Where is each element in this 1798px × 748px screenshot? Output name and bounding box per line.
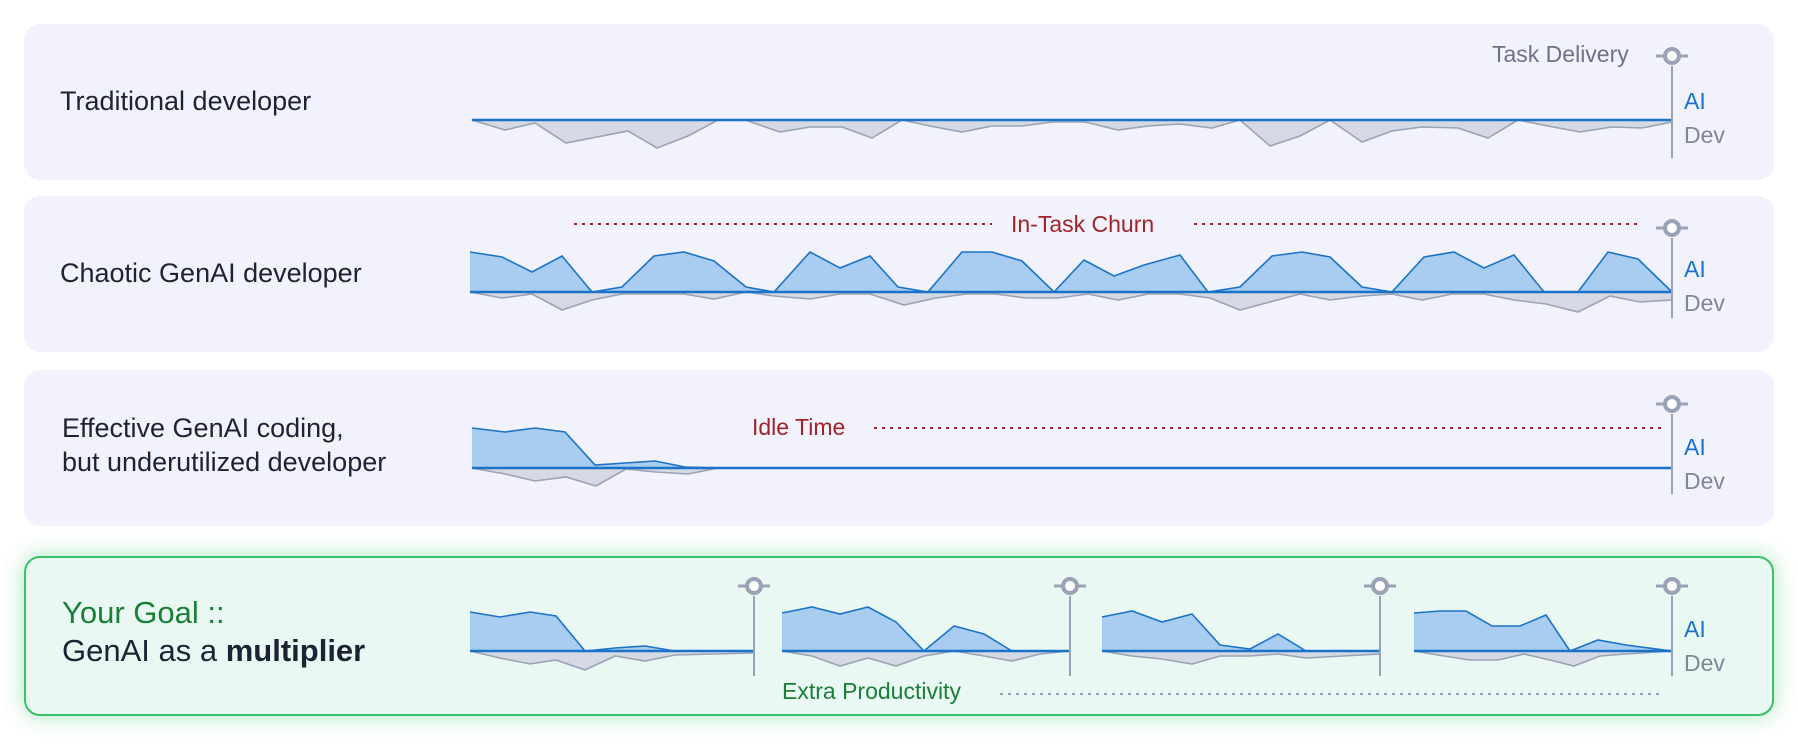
extra-productivity-label: Extra Productivity <box>782 678 961 704</box>
dev-activity-line <box>471 119 1673 149</box>
dev-activity-2-line <box>781 650 1071 667</box>
row1-track <box>471 47 1688 158</box>
dev-activity-line <box>471 467 719 487</box>
ai-activity-3-fill <box>1102 611 1380 651</box>
row-label: Chaotic GenAI developer <box>60 258 362 288</box>
goal-subtitle: GenAI as a multiplier <box>62 634 365 668</box>
task-delivery-label: Task Delivery <box>1492 41 1629 67</box>
ai-activity-4-line <box>1413 610 1673 652</box>
in-task-churn-label: In-Task Churn <box>1011 211 1155 237</box>
ai-activity-4-fill <box>1414 611 1672 651</box>
milestone-icon <box>1663 47 1681 65</box>
dev-activity-line <box>469 291 1673 313</box>
dev-activity-fill <box>472 120 1672 148</box>
row-label-line2: but underutilized developer <box>62 447 387 477</box>
row3-track <box>471 395 1688 494</box>
row4-track <box>469 577 1688 695</box>
milestone-icon <box>745 577 763 595</box>
dev-activity-4-line <box>1413 650 1673 667</box>
milestone-icon <box>1663 395 1681 413</box>
ai-activity-fill <box>470 252 1672 292</box>
goal-subtitle-bold: multiplier <box>225 633 366 668</box>
ai-activity-line <box>469 250 1673 294</box>
dev-axis-label: Dev <box>1684 122 1725 148</box>
milestone-icon <box>1061 577 1079 595</box>
dev-activity-1-fill <box>470 651 754 670</box>
ai-activity-1-fill <box>470 612 754 651</box>
ai-activity-fill <box>472 428 718 468</box>
milestone-icon <box>1371 577 1389 595</box>
goal-title: Your Goal :: <box>62 595 225 630</box>
dev-activity-2-fill <box>782 651 1070 666</box>
row2-track <box>469 219 1688 318</box>
dev-axis-label: Dev <box>1684 290 1725 316</box>
panel-traditional: Traditional developer Task Delivery AI D… <box>24 24 1774 180</box>
ai-activity-line <box>471 427 719 469</box>
panel-underutilized: Effective GenAI coding, but underutilize… <box>24 370 1774 526</box>
dev-activity-3-line <box>1101 650 1381 665</box>
ai-activity-2-fill <box>782 607 1070 651</box>
milestone-icon <box>1663 219 1681 237</box>
ai-activity-3-line <box>1101 610 1380 652</box>
ai-axis-label: AI <box>1684 616 1706 642</box>
dev-axis-label: Dev <box>1684 650 1725 676</box>
ai-axis-label: AI <box>1684 256 1706 282</box>
ai-axis-label: AI <box>1684 434 1706 460</box>
dev-activity-1-line <box>469 650 755 671</box>
dev-activity-3-fill <box>1102 651 1380 664</box>
dev-axis-label: Dev <box>1684 468 1725 494</box>
idle-time-label: Idle Time <box>752 414 846 440</box>
milestone-icon <box>1663 577 1681 595</box>
ai-activity-2-line <box>781 606 1070 653</box>
row-label-line1: Effective GenAI coding, <box>62 413 344 443</box>
dev-activity-fill <box>472 468 718 486</box>
goal-subtitle-prefix: GenAI as a <box>62 633 226 668</box>
row-label: Traditional developer <box>60 86 312 116</box>
ai-axis-label: AI <box>1684 88 1706 114</box>
